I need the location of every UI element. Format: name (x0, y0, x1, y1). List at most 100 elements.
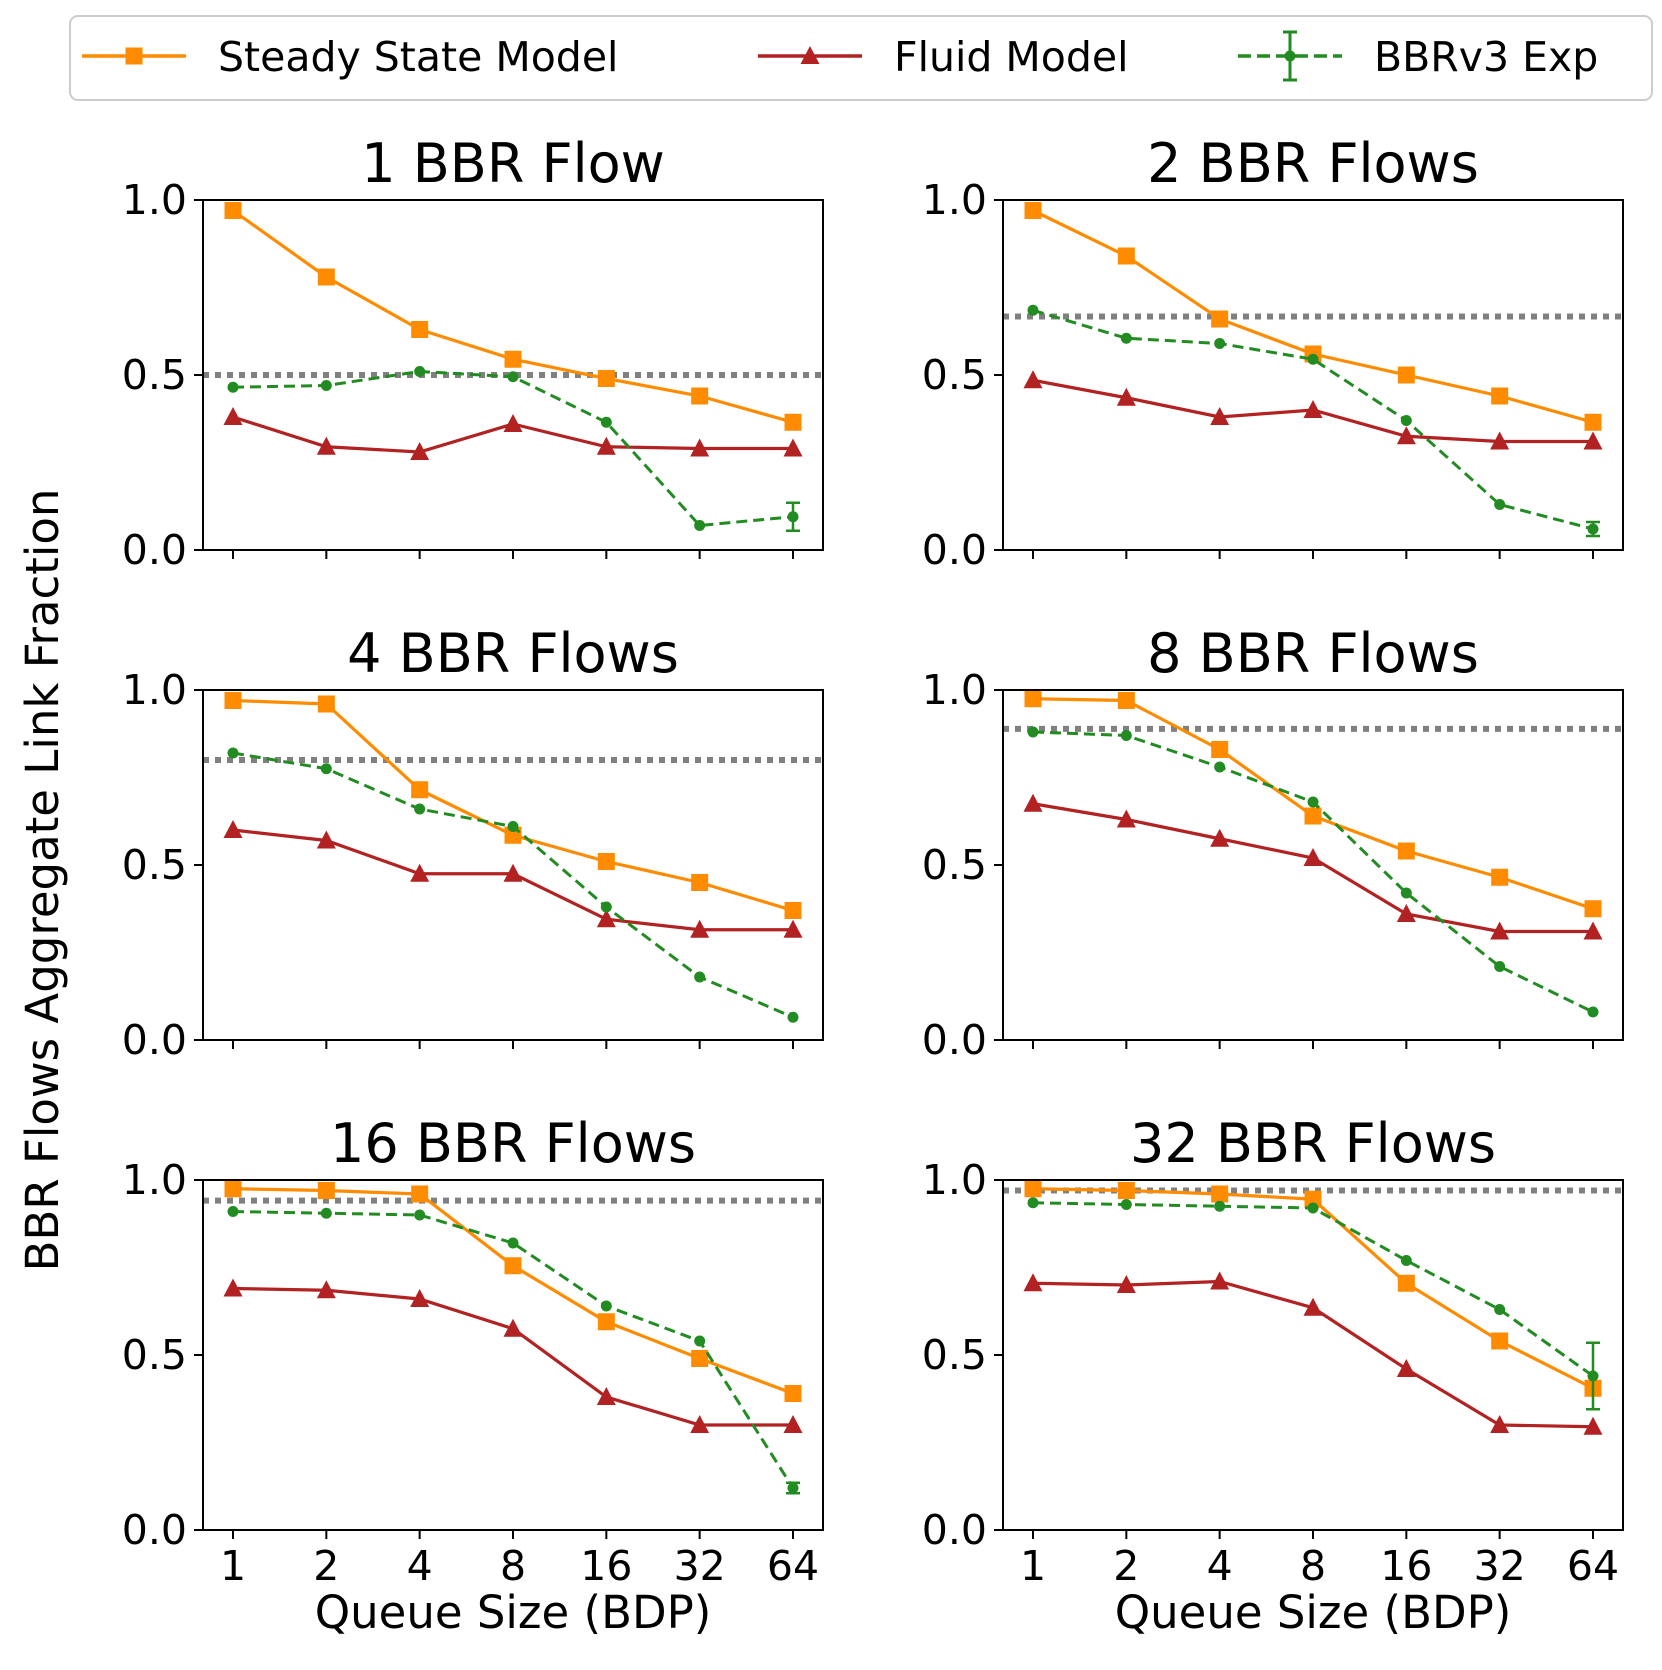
legend-marker (1284, 50, 1296, 62)
panel-title: 4 BBR Flows (347, 622, 679, 685)
y-tick-label: 0.5 (922, 351, 987, 399)
series (1023, 370, 1603, 450)
data-point (600, 901, 612, 913)
data-point (694, 971, 706, 983)
data-point (691, 387, 709, 405)
data-point (1400, 415, 1412, 426)
data-point (317, 1182, 335, 1199)
data-point (1491, 1332, 1509, 1350)
y-tick-label: 0.5 (922, 841, 987, 889)
series (1027, 1197, 1600, 1411)
series (1027, 726, 1599, 1018)
data-point (784, 1385, 802, 1402)
plot-frame (1002, 689, 1624, 1041)
data-point (1307, 1202, 1319, 1214)
data-point (227, 1206, 239, 1217)
y-tick-label: 0.0 (922, 1506, 987, 1554)
data-point (503, 414, 523, 432)
data-point (1490, 921, 1510, 940)
x-tick-label: 16 (1380, 1542, 1432, 1590)
data-point (410, 863, 430, 882)
data-point (1584, 900, 1602, 918)
series (224, 692, 802, 919)
data-point (1023, 370, 1043, 389)
data-point (597, 370, 615, 387)
data-point (1117, 247, 1135, 265)
data-point (1023, 793, 1043, 812)
x-tick-label: 8 (1300, 1542, 1326, 1590)
y-tick-label: 0.0 (122, 1016, 187, 1064)
data-point (1211, 1185, 1229, 1203)
series (224, 1180, 802, 1402)
data-point (224, 202, 242, 219)
panel: 32 BBR Flows 0.0 0.5 1.0 1 2 4 8 16 32 64 Queue Siz… (922, 1112, 1624, 1639)
data-point (320, 380, 332, 391)
series (227, 1206, 800, 1495)
data-point (1120, 332, 1132, 344)
series-line (1032, 1187, 1594, 1390)
data-point (1024, 690, 1042, 708)
panel-title: 16 BBR Flows (330, 1112, 696, 1175)
data-point (1491, 387, 1509, 405)
data-point (783, 1415, 803, 1433)
plot-frame (202, 689, 824, 1041)
data-point (504, 350, 522, 368)
panel: 8 BBR Flows 0.0 0.5 1.0 (922, 622, 1624, 1064)
legend: Steady State Model Fluid Model BBRv3 Exp (69, 15, 1653, 101)
series-line (1032, 730, 1594, 1014)
series-line (232, 209, 794, 424)
data-point (1117, 692, 1135, 709)
data-point (507, 821, 519, 832)
data-point (411, 321, 429, 338)
series-line (1032, 1201, 1594, 1378)
data-point (1210, 407, 1230, 425)
plot-frame (202, 1179, 824, 1531)
data-point (1214, 338, 1226, 349)
data-point (414, 1209, 426, 1221)
data-point (1490, 1415, 1510, 1433)
data-point (1116, 387, 1136, 406)
data-point (1116, 1275, 1136, 1293)
data-point (1027, 726, 1039, 738)
data-point (410, 442, 430, 460)
x-tick-label: 2 (1113, 1542, 1139, 1590)
series (1027, 304, 1600, 538)
data-point (1303, 1297, 1323, 1316)
data-point (414, 366, 426, 377)
legend-entry: BBRv3 Exp (1238, 30, 1598, 82)
series-line (232, 1210, 795, 1489)
data-point (1583, 921, 1603, 940)
x-axis-label: Queue Size (BDP) (1115, 1586, 1512, 1639)
y-tick-label: 1.0 (122, 666, 187, 714)
data-point (1210, 828, 1230, 847)
data-point (694, 1335, 706, 1347)
data-point (597, 1313, 615, 1331)
data-point (1023, 1273, 1043, 1292)
data-point (1587, 1370, 1599, 1382)
data-point (1397, 842, 1415, 860)
data-point (1120, 1199, 1132, 1210)
legend-entry: Steady State Model (82, 33, 618, 81)
data-point (784, 413, 802, 431)
data-point (1116, 809, 1136, 828)
data-point (691, 1350, 709, 1367)
data-point (596, 1387, 616, 1405)
y-tick-label: 1.0 (122, 176, 187, 224)
data-point (411, 1185, 429, 1203)
panel: 2 BBR Flows 0.0 0.5 1.0 (922, 132, 1624, 574)
data-point (320, 1207, 332, 1219)
x-axis-label: Queue Size (BDP) (315, 1586, 712, 1639)
data-point (787, 1011, 799, 1023)
panel: 4 BBR Flows 0.0 0.5 1.0 (122, 622, 824, 1064)
data-point (227, 747, 239, 759)
data-point (223, 407, 243, 425)
plot-frame (202, 199, 824, 551)
x-tick-label: 64 (1567, 1542, 1619, 1590)
x-tick-label: 16 (580, 1542, 632, 1590)
data-point (1494, 1304, 1506, 1315)
x-tick-label: 64 (767, 1542, 819, 1590)
plot-frame (1002, 199, 1624, 551)
data-point (316, 436, 336, 455)
x-tick-label: 4 (407, 1542, 433, 1590)
data-point (1583, 1416, 1603, 1435)
